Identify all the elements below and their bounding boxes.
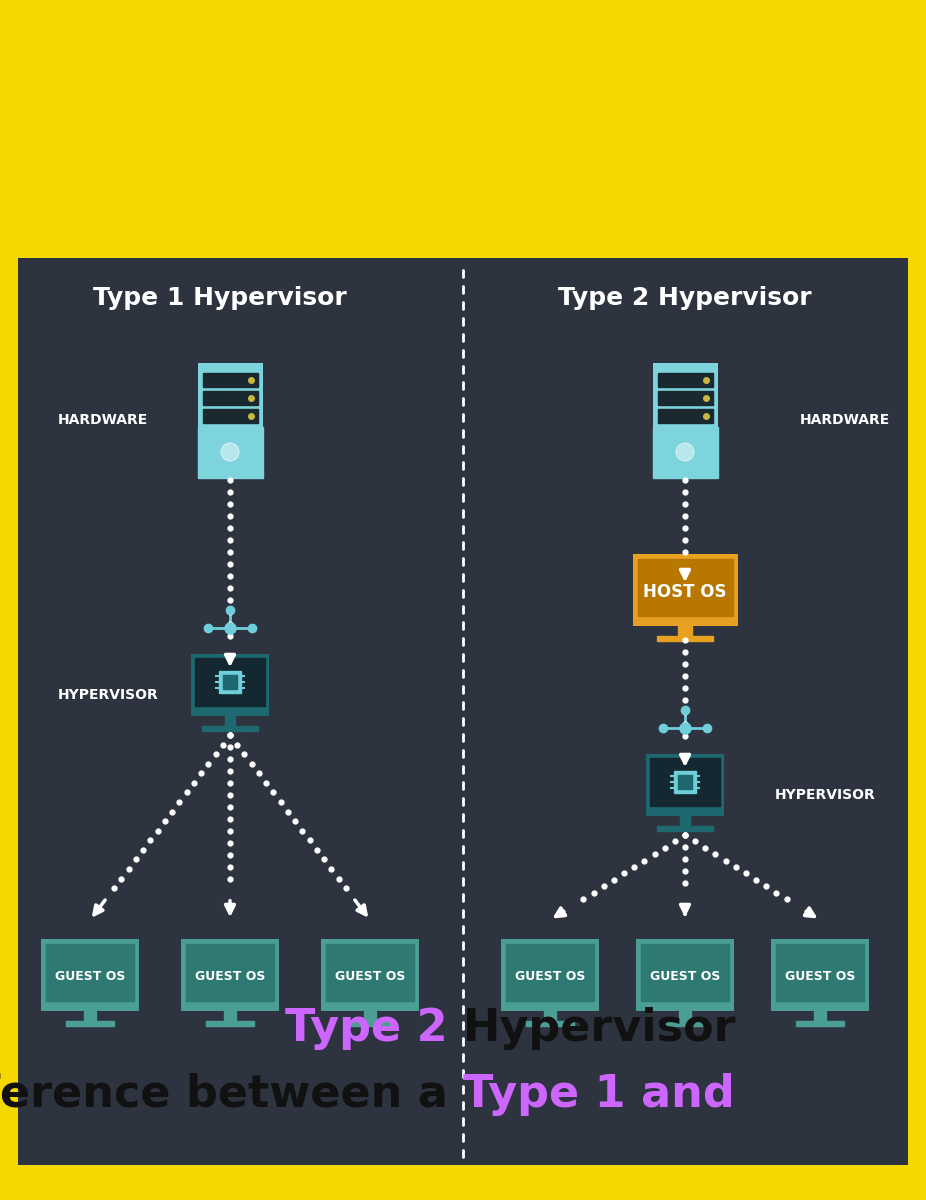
Bar [646, 754, 724, 816]
Text: Type 1 and: Type 1 and [463, 1073, 734, 1116]
Bar [657, 372, 712, 386]
Bar [66, 1021, 114, 1026]
Bar [223, 674, 237, 689]
Bar [191, 654, 269, 716]
Bar [346, 1021, 394, 1026]
Text: Type 1 Hypervisor: Type 1 Hypervisor [94, 286, 347, 310]
Bar [197, 362, 262, 478]
Bar [326, 944, 414, 1001]
Bar [650, 758, 720, 806]
Bar [202, 726, 258, 731]
Bar [657, 826, 713, 830]
Text: HYPERVISOR: HYPERVISOR [58, 688, 158, 702]
Bar [814, 1010, 826, 1021]
Bar [181, 938, 279, 1010]
Bar [796, 1021, 844, 1026]
Bar [680, 816, 690, 826]
Bar [501, 938, 599, 1010]
Bar [84, 1010, 96, 1021]
Bar [657, 408, 712, 422]
Bar [679, 1010, 691, 1021]
Bar [636, 938, 734, 1010]
Circle shape [221, 443, 239, 461]
Bar [46, 944, 134, 1001]
Bar [506, 944, 594, 1001]
Bar [18, 258, 908, 1165]
Bar [674, 770, 696, 793]
Bar [776, 944, 864, 1001]
Bar [203, 372, 257, 386]
Bar [203, 408, 257, 422]
Bar [678, 626, 692, 636]
Circle shape [676, 443, 694, 461]
Bar [657, 636, 713, 641]
Text: Hypervisor: Hypervisor [463, 1007, 736, 1050]
Text: GUEST OS: GUEST OS [335, 971, 406, 984]
Text: GUEST OS: GUEST OS [194, 971, 265, 984]
Bar [41, 938, 139, 1010]
Bar [206, 1021, 254, 1026]
Text: GUEST OS: GUEST OS [515, 971, 585, 984]
Bar [641, 944, 729, 1001]
Bar [364, 1010, 376, 1021]
Bar [771, 938, 869, 1010]
Text: GUEST OS: GUEST OS [55, 971, 125, 984]
Bar [657, 390, 712, 404]
Text: HARDWARE: HARDWARE [58, 413, 148, 427]
Text: Type 2 Hypervisor: Type 2 Hypervisor [558, 286, 812, 310]
Bar [195, 658, 265, 706]
Bar [653, 426, 718, 478]
Text: Difference between a: Difference between a [0, 1073, 463, 1116]
Bar [526, 1021, 574, 1026]
Bar [219, 671, 241, 692]
Bar [224, 1010, 236, 1021]
Text: Type 2: Type 2 [285, 1007, 463, 1050]
Text: HARDWARE: HARDWARE [800, 413, 890, 427]
Text: GUEST OS: GUEST OS [785, 971, 856, 984]
Text: HYPERVISOR: HYPERVISOR [775, 788, 876, 802]
Bar [321, 938, 419, 1010]
Bar [661, 1021, 709, 1026]
Bar [637, 559, 732, 616]
Bar [678, 775, 692, 790]
Text: GUEST OS: GUEST OS [650, 971, 720, 984]
Bar [186, 944, 274, 1001]
Bar [653, 362, 718, 478]
Text: HOST OS: HOST OS [644, 583, 727, 601]
Bar [632, 554, 737, 626]
Bar [203, 390, 257, 404]
Bar [197, 426, 262, 478]
Bar [225, 716, 235, 726]
Bar [544, 1010, 556, 1021]
